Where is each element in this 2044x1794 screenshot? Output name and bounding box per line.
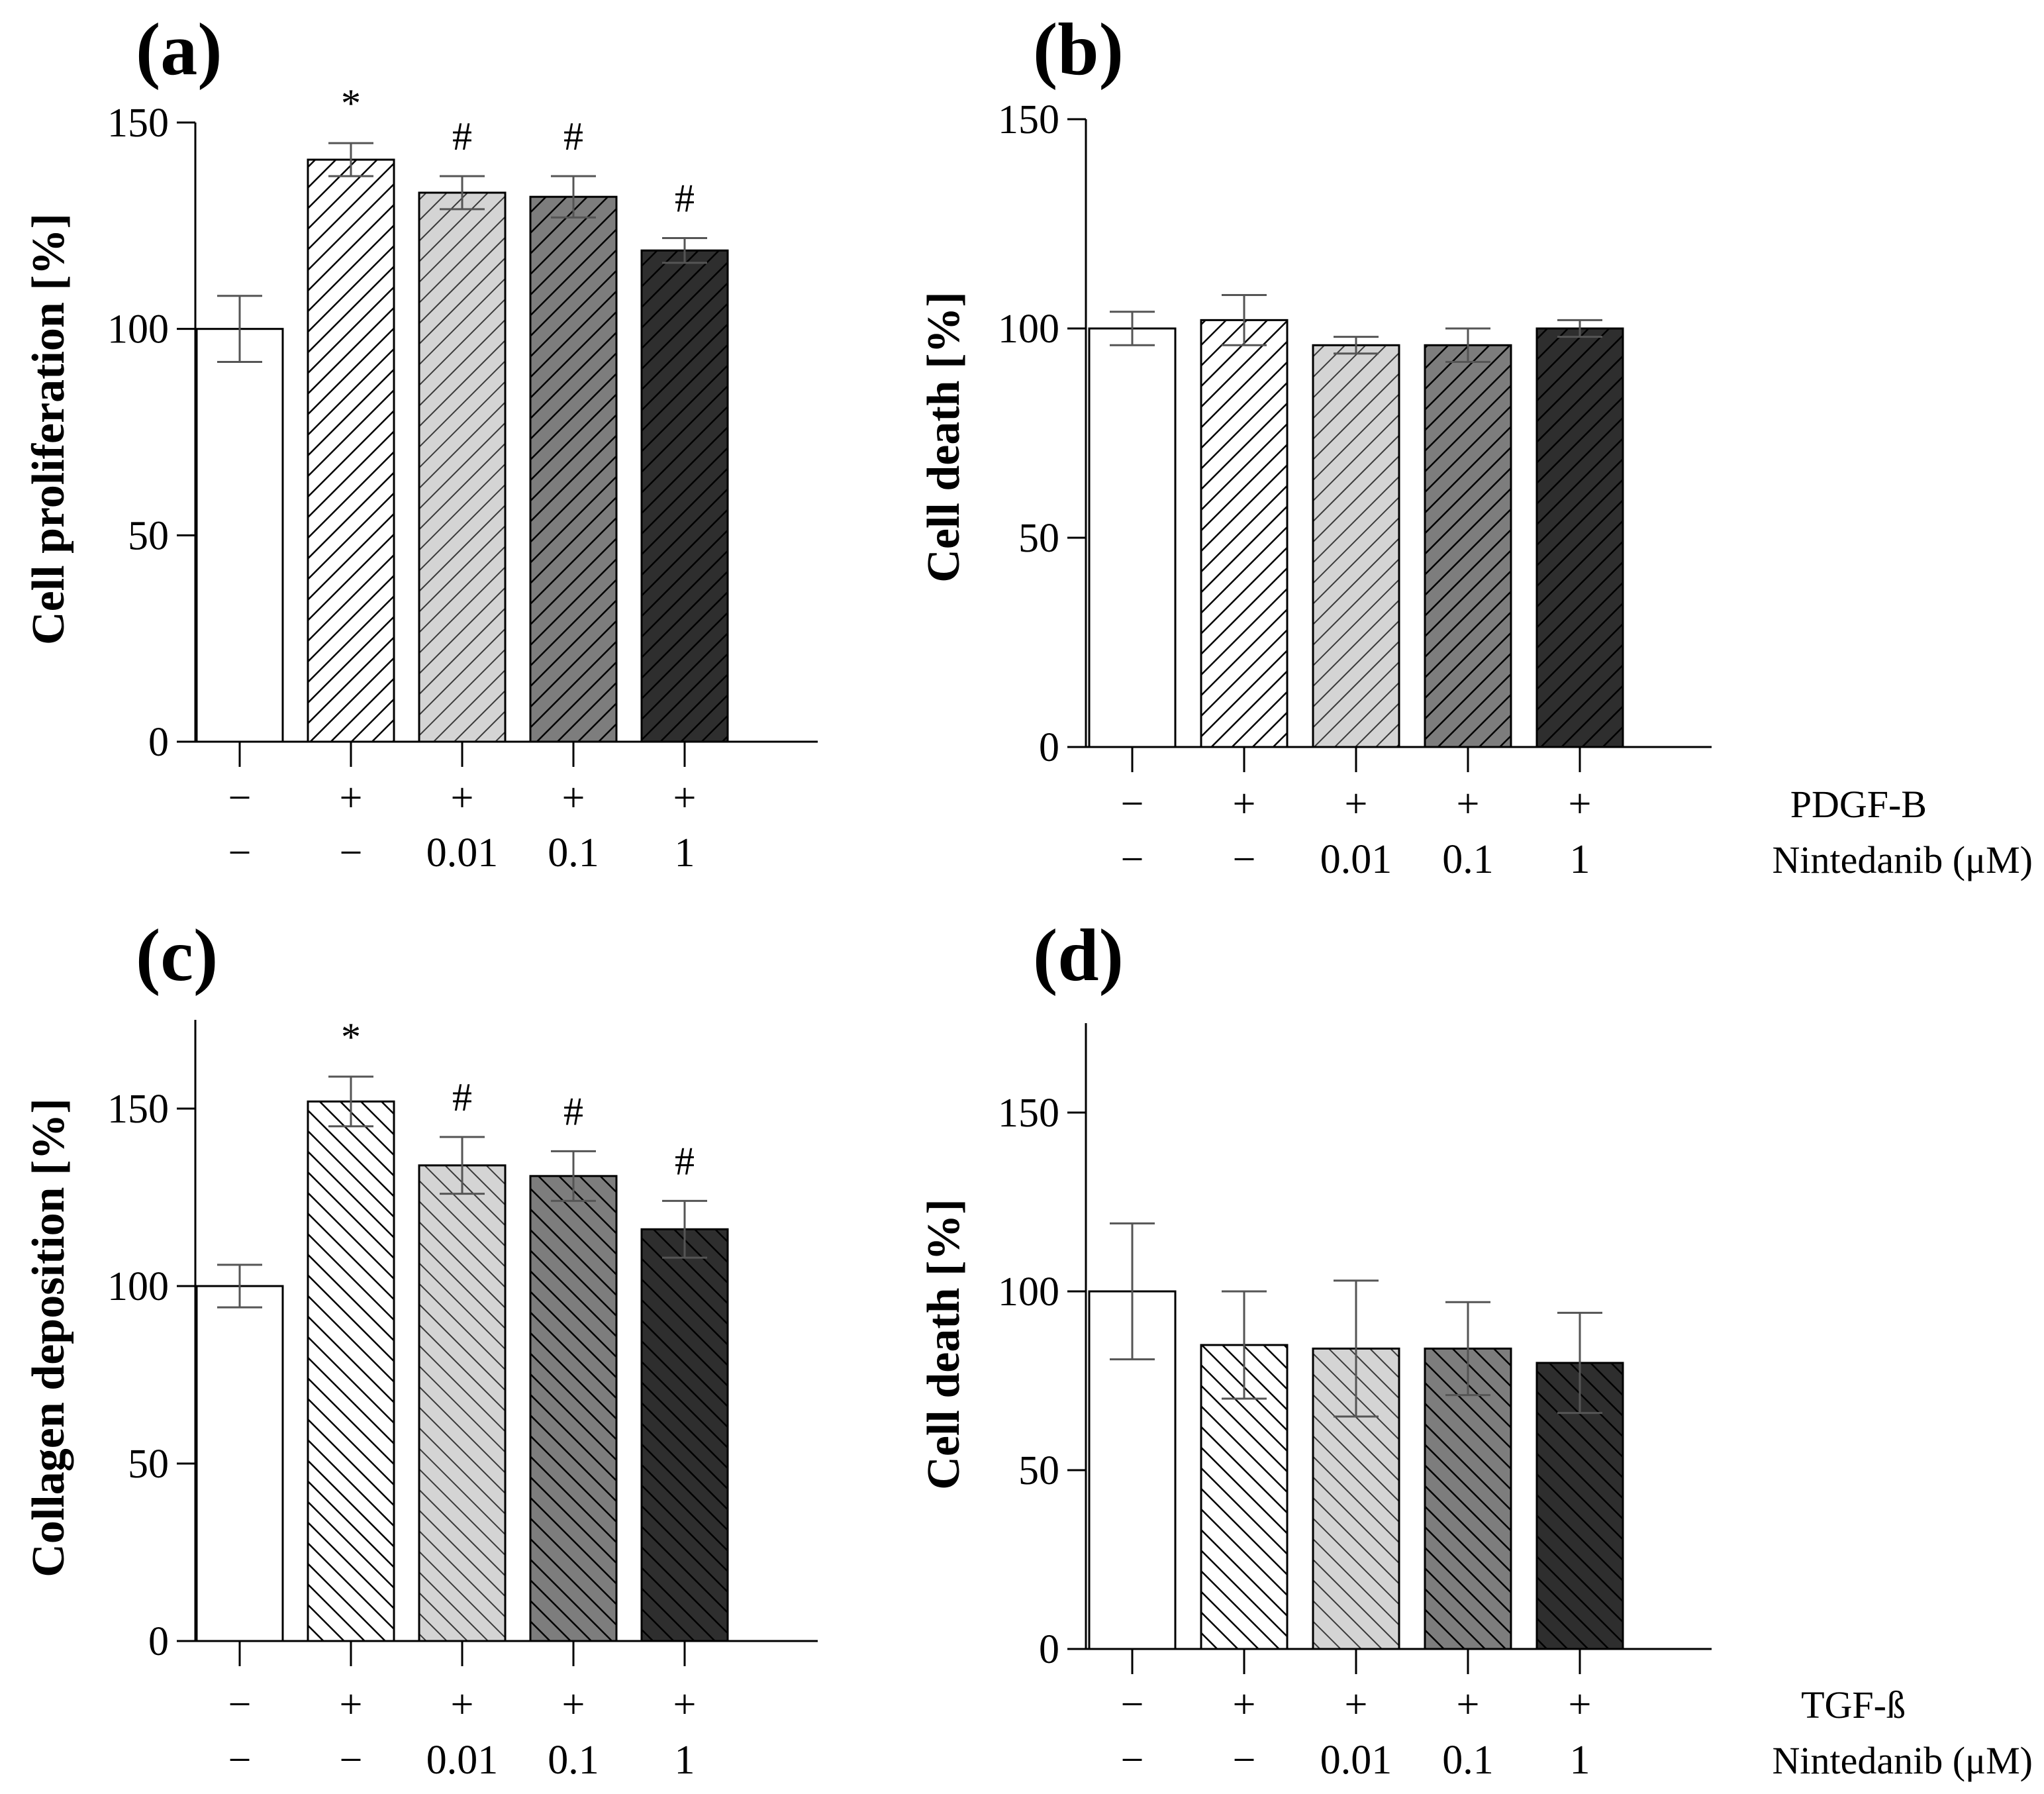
condition-row1-label: +	[451, 1682, 474, 1727]
significance-mark: *	[341, 81, 361, 125]
y-tick-label: 150	[998, 97, 1059, 142]
chart-panel-c: 0 50 100 150 − − * + − # +0.01 # +0.1 # +1	[107, 1015, 818, 1783]
condition-row1-label: −	[228, 775, 252, 821]
ylabel-d: Cell death [%]	[918, 1199, 969, 1489]
condition-row1-label: +	[1457, 1682, 1480, 1727]
y-tick-label: 0	[1039, 725, 1059, 770]
condition-row2-label: 0.1	[548, 830, 599, 875]
y-tick-label: 100	[998, 1270, 1059, 1315]
condition-row1-label: +	[340, 775, 363, 821]
row1-name-d: TGF-ß	[1801, 1683, 1906, 1726]
y-tick-label: 50	[1018, 516, 1059, 561]
y-tick-label: 150	[998, 1091, 1059, 1136]
bar	[1424, 1347, 1512, 1650]
ylabel-c: Collagen deposition [%]	[23, 1098, 74, 1577]
condition-row2-label: −	[1121, 837, 1144, 882]
y-tick-label: 50	[1018, 1448, 1059, 1493]
significance-mark: #	[452, 115, 472, 158]
row1-name-b: PDGF-B	[1790, 783, 1927, 826]
condition-row2-label: 1	[675, 830, 695, 875]
condition-row1-label: +	[1233, 1682, 1256, 1727]
significance-mark: *	[341, 1015, 361, 1059]
bar	[640, 1228, 729, 1642]
bar	[529, 195, 618, 743]
bar	[1535, 327, 1624, 748]
condition-row1-label: +	[1233, 781, 1256, 826]
condition-row1-label: +	[1569, 781, 1592, 826]
condition-row2-label: 1	[675, 1738, 695, 1783]
condition-row2-label: −	[228, 1738, 252, 1783]
condition-row2-label: −	[1233, 1738, 1256, 1783]
condition-row2-label: 0.01	[1320, 837, 1392, 882]
condition-row2-label: 0.01	[426, 1738, 499, 1783]
y-tick-label: 100	[107, 307, 169, 352]
y-tick-label: 100	[998, 307, 1059, 352]
bar	[307, 1100, 395, 1642]
y-tick-label: 0	[148, 720, 169, 765]
ylabel-b: Cell death [%]	[918, 291, 969, 582]
condition-row1-label: +	[1345, 781, 1368, 826]
significance-mark: #	[675, 1139, 695, 1183]
significance-mark: #	[452, 1075, 472, 1119]
chart-panel-a: 0 50 100 150 − − * + − # +0.01 # +0.1 # +1	[107, 81, 818, 875]
panel-label-d: (d)	[1033, 915, 1124, 997]
condition-row1-label: +	[673, 775, 697, 821]
bar	[1312, 344, 1400, 748]
bar	[1088, 327, 1177, 748]
panel-label-b: (b)	[1033, 9, 1124, 91]
y-tick-label: 0	[148, 1619, 169, 1664]
bar	[307, 158, 395, 743]
bar	[418, 191, 507, 743]
condition-row2-label: −	[1233, 837, 1256, 882]
significance-mark: #	[675, 177, 695, 221]
condition-row2-label: 1	[1570, 1738, 1590, 1783]
condition-row1-label: +	[1345, 1682, 1368, 1727]
row2-name-d: Nintedanib (μM)	[1772, 1739, 2033, 1782]
bar	[640, 249, 729, 743]
bar	[195, 1285, 284, 1642]
condition-row2-label: 0.01	[426, 830, 499, 875]
condition-row1-label: +	[1569, 1682, 1592, 1727]
condition-row2-label: −	[340, 830, 363, 875]
condition-row2-label: −	[1121, 1738, 1144, 1783]
bar	[529, 1175, 618, 1642]
significance-mark: #	[563, 1089, 583, 1133]
condition-row1-label: +	[673, 1682, 697, 1727]
condition-row1-label: −	[228, 1682, 252, 1727]
bar	[195, 328, 284, 743]
condition-row1-label: −	[1121, 781, 1144, 826]
y-tick-label: 150	[107, 1087, 169, 1132]
chart-panel-b: 0 50 100 150 − − + − +0.01 +0.1 +1	[998, 97, 1712, 882]
ylabel-a: Cell proliferation [%]	[23, 213, 74, 645]
y-tick-label: 0	[1039, 1627, 1059, 1672]
condition-row1-label: +	[1457, 781, 1480, 826]
condition-row2-label: 0.01	[1320, 1738, 1392, 1783]
condition-row2-label: 1	[1570, 837, 1590, 882]
bar	[418, 1164, 507, 1642]
panel-label-c: (c)	[136, 915, 218, 997]
condition-row1-label: −	[1121, 1682, 1144, 1727]
chart-panel-d: 0 50 100 150 − − + − +0.01 +0.1 +1	[998, 1023, 1712, 1783]
y-tick-label: 150	[107, 101, 169, 146]
condition-row2-label: −	[340, 1738, 363, 1783]
condition-row1-label: +	[451, 775, 474, 821]
condition-row2-label: −	[228, 830, 252, 875]
significance-mark: #	[563, 115, 583, 158]
condition-row2-label: 0.1	[1442, 837, 1494, 882]
y-tick-label: 50	[128, 513, 169, 558]
y-tick-label: 100	[107, 1264, 169, 1309]
y-tick-label: 50	[128, 1442, 169, 1487]
condition-row1-label: +	[562, 775, 585, 821]
condition-row2-label: 0.1	[548, 1738, 599, 1783]
panel-label-a: (a)	[136, 9, 222, 91]
condition-row1-label: +	[562, 1682, 585, 1727]
row2-name-b: Nintedanib (μM)	[1772, 838, 2033, 881]
condition-row2-label: 0.1	[1442, 1738, 1494, 1783]
bar	[1424, 344, 1512, 748]
condition-row1-label: +	[340, 1682, 363, 1727]
bar	[1200, 319, 1289, 748]
